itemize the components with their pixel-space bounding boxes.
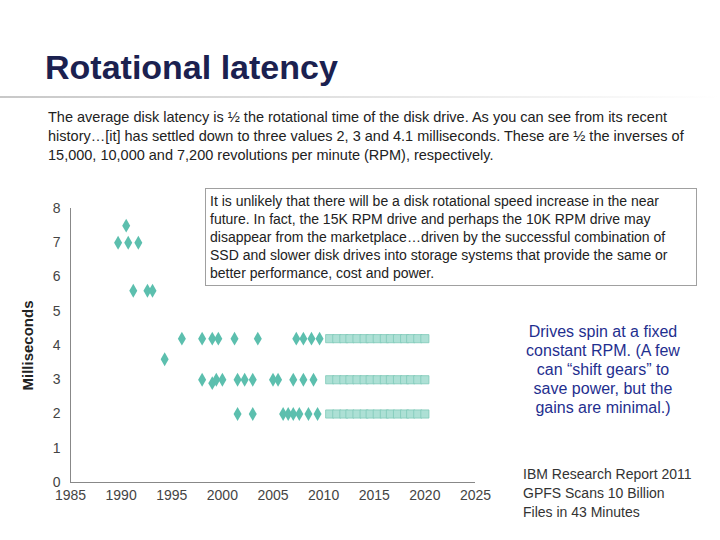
svg-text:1985: 1985 <box>55 487 86 503</box>
html-text:Rotational latency: Rotational latency <box>45 48 338 86</box>
html-text:Files in 43 Minutes: Files in 43 Minutes <box>523 504 640 520</box>
svg-text:0: 0 <box>52 474 61 490</box>
svg-text:4: 4 <box>53 337 61 353</box>
svg-text:2000: 2000 <box>207 487 238 503</box>
html-text:IBM Research Report 2011: IBM Research Report 2011 <box>523 466 692 482</box>
svg-text:5: 5 <box>53 303 61 319</box>
html-text:It is unlikely that there will: It is unlikely that there will be a disk… <box>210 193 668 281</box>
svg-text:1990: 1990 <box>106 487 137 503</box>
svg-text:2: 2 <box>53 405 61 421</box>
html-text:GPFS Scans 10 Billion: GPFS Scans 10 Billion <box>523 485 665 501</box>
svg-text:Milliseconds: Milliseconds <box>19 300 36 390</box>
html-text:gains are minimal.): gains are minimal.) <box>535 399 671 416</box>
svg-text:8: 8 <box>53 200 61 216</box>
svg-text:1995: 1995 <box>156 487 187 503</box>
svg-text:7: 7 <box>53 234 61 250</box>
svg-text:6: 6 <box>53 268 61 284</box>
svg-text:2015: 2015 <box>359 487 390 503</box>
svg-text:2020: 2020 <box>409 487 440 503</box>
svg-text:2025: 2025 <box>460 487 491 503</box>
svg-text:2010: 2010 <box>308 487 339 503</box>
html-text:Drives spin at a fixed: Drives spin at a fixed <box>528 323 678 340</box>
svg-text:3: 3 <box>53 371 61 387</box>
html-text:constant RPM. (A few: constant RPM. (A few <box>526 342 680 359</box>
svg-text:2005: 2005 <box>257 487 288 503</box>
html-text:save power, but the: save power, but the <box>533 380 673 397</box>
html-text:The average disk latency is ½: The average disk latency is ½ the rotati… <box>48 109 684 163</box>
html-text:can “shift gears” to: can “shift gears” to <box>536 361 670 378</box>
svg-text:1: 1 <box>53 440 61 456</box>
